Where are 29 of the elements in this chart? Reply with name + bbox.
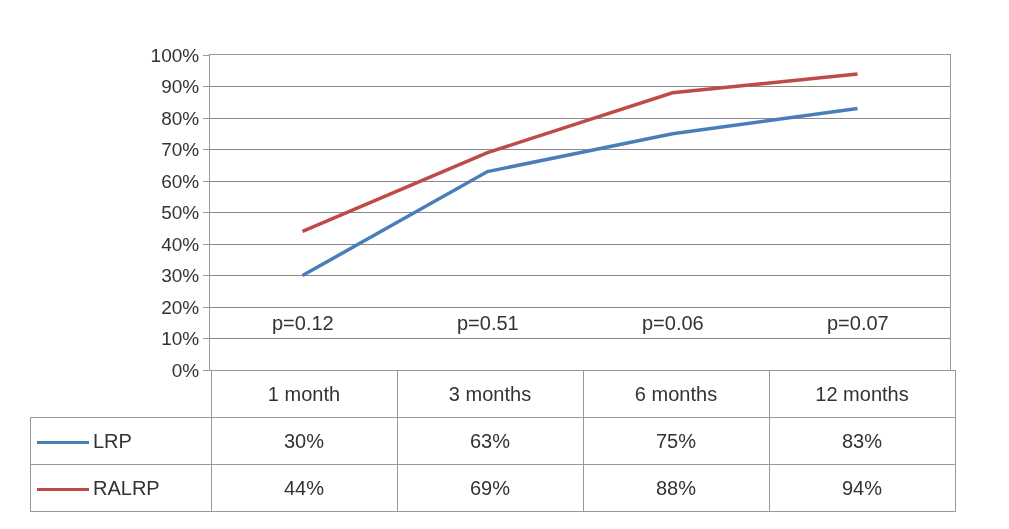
x-tick-label: 1 month: [211, 370, 397, 418]
annotation: p=0.07: [827, 312, 889, 334]
legend-label: LRP: [30, 417, 211, 465]
y-tick-label: 50%: [161, 202, 200, 224]
y-tick-label: 30%: [161, 265, 200, 287]
data-label: 75%: [583, 417, 769, 465]
y-tick-label: 100%: [150, 44, 200, 66]
annotation: p=0.12: [272, 312, 334, 334]
data-label: 94%: [769, 464, 955, 512]
x-tick-label: 3 months: [397, 370, 583, 418]
data-label: 63%: [397, 417, 583, 465]
y-tick-label: 40%: [161, 233, 200, 255]
y-tick-label: 90%: [161, 76, 200, 98]
y-tick-label: 70%: [161, 139, 200, 161]
y-tick-label: 60%: [161, 170, 200, 192]
legend-label: RALRP: [30, 464, 211, 512]
y-tick-label: 0%: [171, 359, 200, 381]
data-label: 83%: [769, 417, 955, 465]
data-label: 44%: [211, 464, 397, 512]
annotation: p=0.51: [457, 312, 519, 334]
x-tick-label: 6 months: [583, 370, 769, 418]
x-tick-label: 12 months: [769, 370, 955, 418]
annotation: p=0.06: [642, 312, 704, 334]
y-tick-label: 20%: [161, 296, 200, 318]
y-tick-label: 80%: [161, 107, 200, 129]
y-tick-label: 10%: [161, 328, 200, 350]
data-label: 30%: [211, 417, 397, 465]
data-label: 88%: [583, 464, 769, 512]
data-label: 69%: [397, 464, 583, 512]
